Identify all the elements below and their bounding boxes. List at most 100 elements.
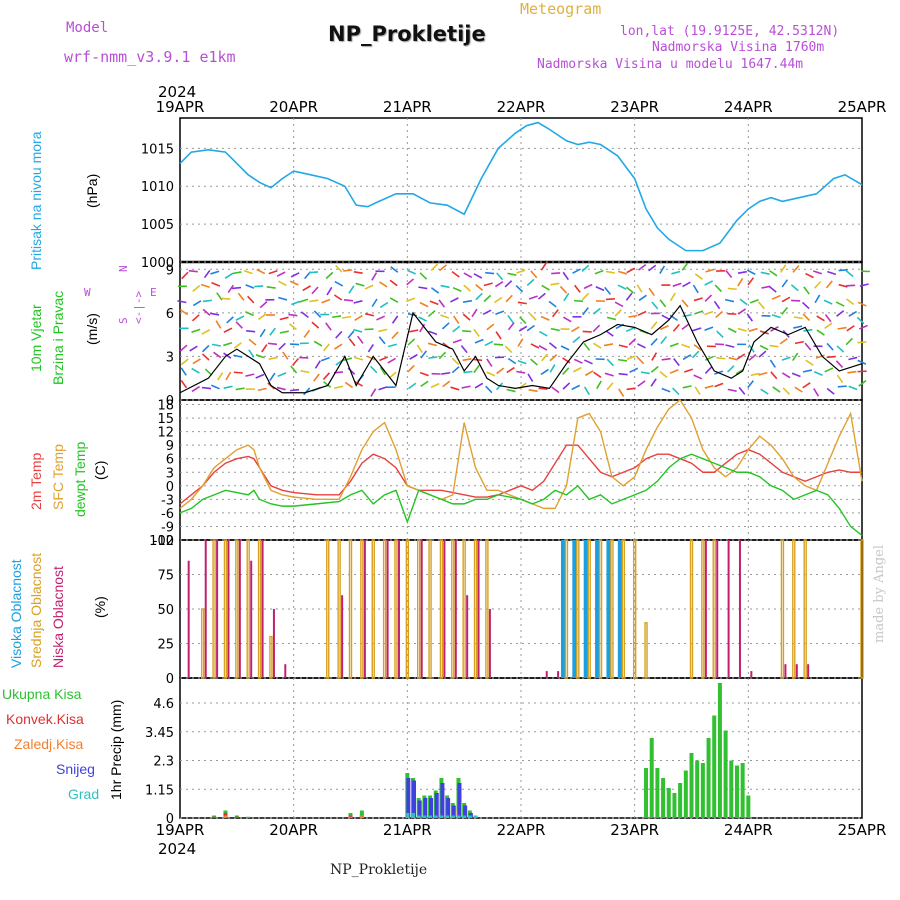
wind-direction-arrow xyxy=(379,366,386,376)
wind-direction-arrow xyxy=(826,342,834,351)
wind-direction-arrow xyxy=(486,323,495,331)
wind-direction-arrow xyxy=(427,309,436,318)
panel-frame-precip xyxy=(179,677,863,819)
total-precip-bar xyxy=(661,778,666,818)
wind-direction-arrow xyxy=(451,357,460,366)
wind-direction-arrow xyxy=(592,307,601,315)
year-label-bottom: 2024 xyxy=(158,840,196,858)
wind-direction-arrow xyxy=(769,344,779,348)
wind-direction-arrow xyxy=(268,269,278,275)
wind-direction-arrow xyxy=(430,263,439,272)
temp-tick: 18 xyxy=(157,399,174,414)
temp-tick: 3 xyxy=(166,466,174,481)
low-cloud-bar xyxy=(216,540,219,678)
wind-direction-arrow xyxy=(211,384,220,390)
wind-direction-arrow xyxy=(475,292,483,301)
wind-direction-arrow xyxy=(551,272,561,275)
wind-direction-arrow xyxy=(323,381,332,388)
wind-direction-arrow xyxy=(682,354,692,361)
wind-direction-arrow xyxy=(231,286,242,290)
date-label-bottom: 23APR xyxy=(610,821,659,839)
wind-direction-arrow xyxy=(364,312,375,317)
date-label-top: 24APR xyxy=(724,98,773,116)
wind-direction-arrow xyxy=(737,327,747,332)
wind-direction-arrow xyxy=(213,351,222,359)
high-cloud-bar xyxy=(617,540,623,678)
snow-bar xyxy=(440,783,445,818)
wind-direction-arrow xyxy=(463,272,473,279)
wind-direction-arrow xyxy=(541,284,550,291)
wind-direction-arrow xyxy=(716,356,726,360)
total-precip-bar xyxy=(666,788,671,818)
wind-direction-arrow xyxy=(528,389,538,393)
snow-label: Snijeg xyxy=(56,761,95,777)
wind-direction-arrow xyxy=(650,338,658,346)
wind-direction-arrow xyxy=(313,340,323,347)
low-cloud-bar xyxy=(284,664,287,678)
mid-cloud-bar xyxy=(326,539,330,679)
wind-direction-arrow xyxy=(581,264,590,272)
wind-direction-arrow xyxy=(409,353,418,360)
wind-direction-arrow xyxy=(747,380,754,389)
wind-direction-arrow xyxy=(583,342,591,351)
wind-direction-arrow xyxy=(409,329,419,333)
wind-direction-arrow xyxy=(803,328,813,332)
panel-frame-temp xyxy=(179,399,863,541)
wind-direction-arrow xyxy=(473,364,480,374)
wind-direction-arrow xyxy=(438,351,447,360)
wind-direction-arrow xyxy=(694,310,704,315)
wind-direction-arrow xyxy=(225,371,232,381)
wind-direction-arrow xyxy=(308,271,319,274)
wind-direction-arrow xyxy=(805,272,814,279)
wind-direction-arrow xyxy=(504,280,513,288)
wind-direction-arrow xyxy=(562,382,571,390)
wind-direction-arrow xyxy=(347,330,355,339)
wind-direction-arrow xyxy=(838,269,848,272)
wind-direction-arrow xyxy=(474,382,484,389)
wind-direction-arrow xyxy=(518,325,528,332)
wind-direction-arrow xyxy=(440,314,450,319)
wind-direction-arrow xyxy=(517,338,524,347)
wind-direction-arrow xyxy=(529,313,537,321)
wind-direction-arrow xyxy=(760,388,769,395)
graupel-bar xyxy=(473,815,478,818)
mid-cloud-bar xyxy=(644,622,648,679)
wind-direction-arrow xyxy=(452,286,462,292)
wind-direction-arrow xyxy=(309,299,319,303)
frozen-precip-bar xyxy=(223,815,228,818)
total-precip-bar xyxy=(740,763,745,818)
wind-direction-arrow xyxy=(462,330,472,333)
wind-direction-arrow xyxy=(227,284,234,294)
wind-direction-arrow xyxy=(279,330,289,334)
wind-direction-arrow xyxy=(581,292,590,301)
wind-direction-arrow xyxy=(824,367,834,373)
wind-direction-arrow xyxy=(781,356,791,361)
wind-direction-arrow xyxy=(378,328,388,333)
wind-direction-arrow xyxy=(192,285,201,292)
wind-direction-arrow xyxy=(628,314,638,318)
low-cloud-bar xyxy=(386,540,389,678)
wind-direction-arrow xyxy=(471,308,478,318)
total-precip-bar xyxy=(712,715,717,818)
compass-w: W xyxy=(84,286,91,299)
wind-direction-arrow xyxy=(604,372,614,377)
wind-direction-arrow xyxy=(180,358,189,366)
wind-direction-arrow xyxy=(617,270,628,275)
wind-direction-arrow xyxy=(781,372,791,379)
temp-tick: 6 xyxy=(166,453,174,468)
wind-direction-arrow xyxy=(537,292,546,300)
wind-direction-arrow xyxy=(215,320,222,329)
wind-direction-arrow xyxy=(313,310,322,318)
wind-direction-arrow xyxy=(407,338,416,346)
wind-direction-arrow xyxy=(516,269,526,274)
wind-direction-arrow xyxy=(571,384,581,391)
wind-direction-arrow xyxy=(671,270,681,275)
wind-direction-arrow xyxy=(291,300,301,306)
wind-direction-arrow xyxy=(816,315,825,322)
low-cloud-bar xyxy=(704,540,707,678)
cloud-tick: 75 xyxy=(157,569,174,584)
wind-direction-arrow xyxy=(659,299,667,308)
mid-cloud-bar xyxy=(701,539,705,679)
wind-direction-arrow xyxy=(848,310,858,317)
wind-direction-arrow xyxy=(326,286,333,296)
